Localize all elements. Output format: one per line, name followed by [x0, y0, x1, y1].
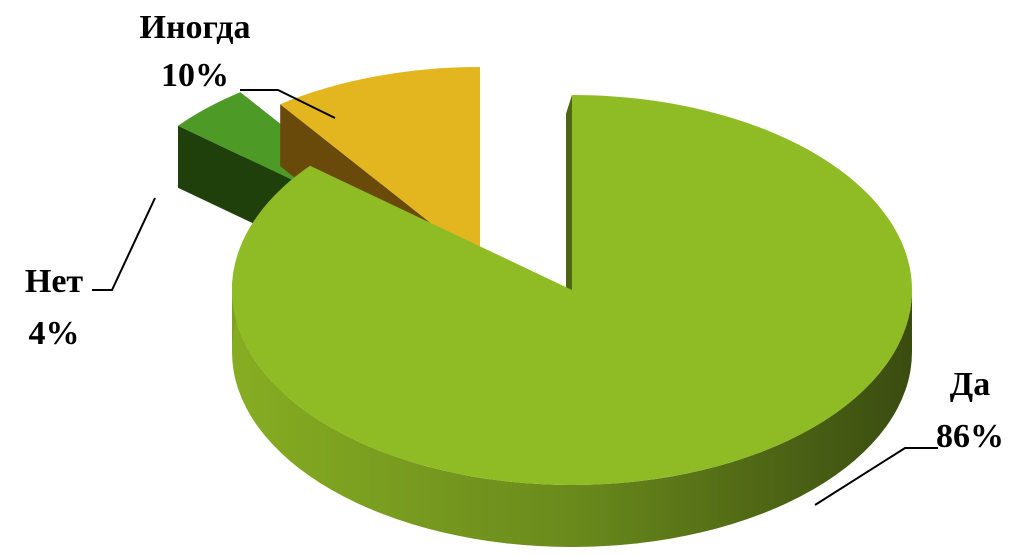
data-label-value-net: 4% [29, 315, 80, 352]
leader-line-net [92, 197, 156, 291]
data-label-value-inogda: 10% [161, 57, 229, 94]
slice-side-da [232, 290, 912, 547]
data-label-name-inogda: Иногда [140, 9, 251, 46]
slice-top-da [231, 95, 912, 485]
data-label-value-da: 86% [936, 418, 1004, 455]
leader-line-inogda [240, 89, 336, 119]
data-label-name-da: Да [950, 366, 990, 403]
data-label-name-net: Нет [25, 263, 84, 300]
slice-cut-da [566, 95, 572, 309]
leader-line-da [814, 447, 938, 506]
